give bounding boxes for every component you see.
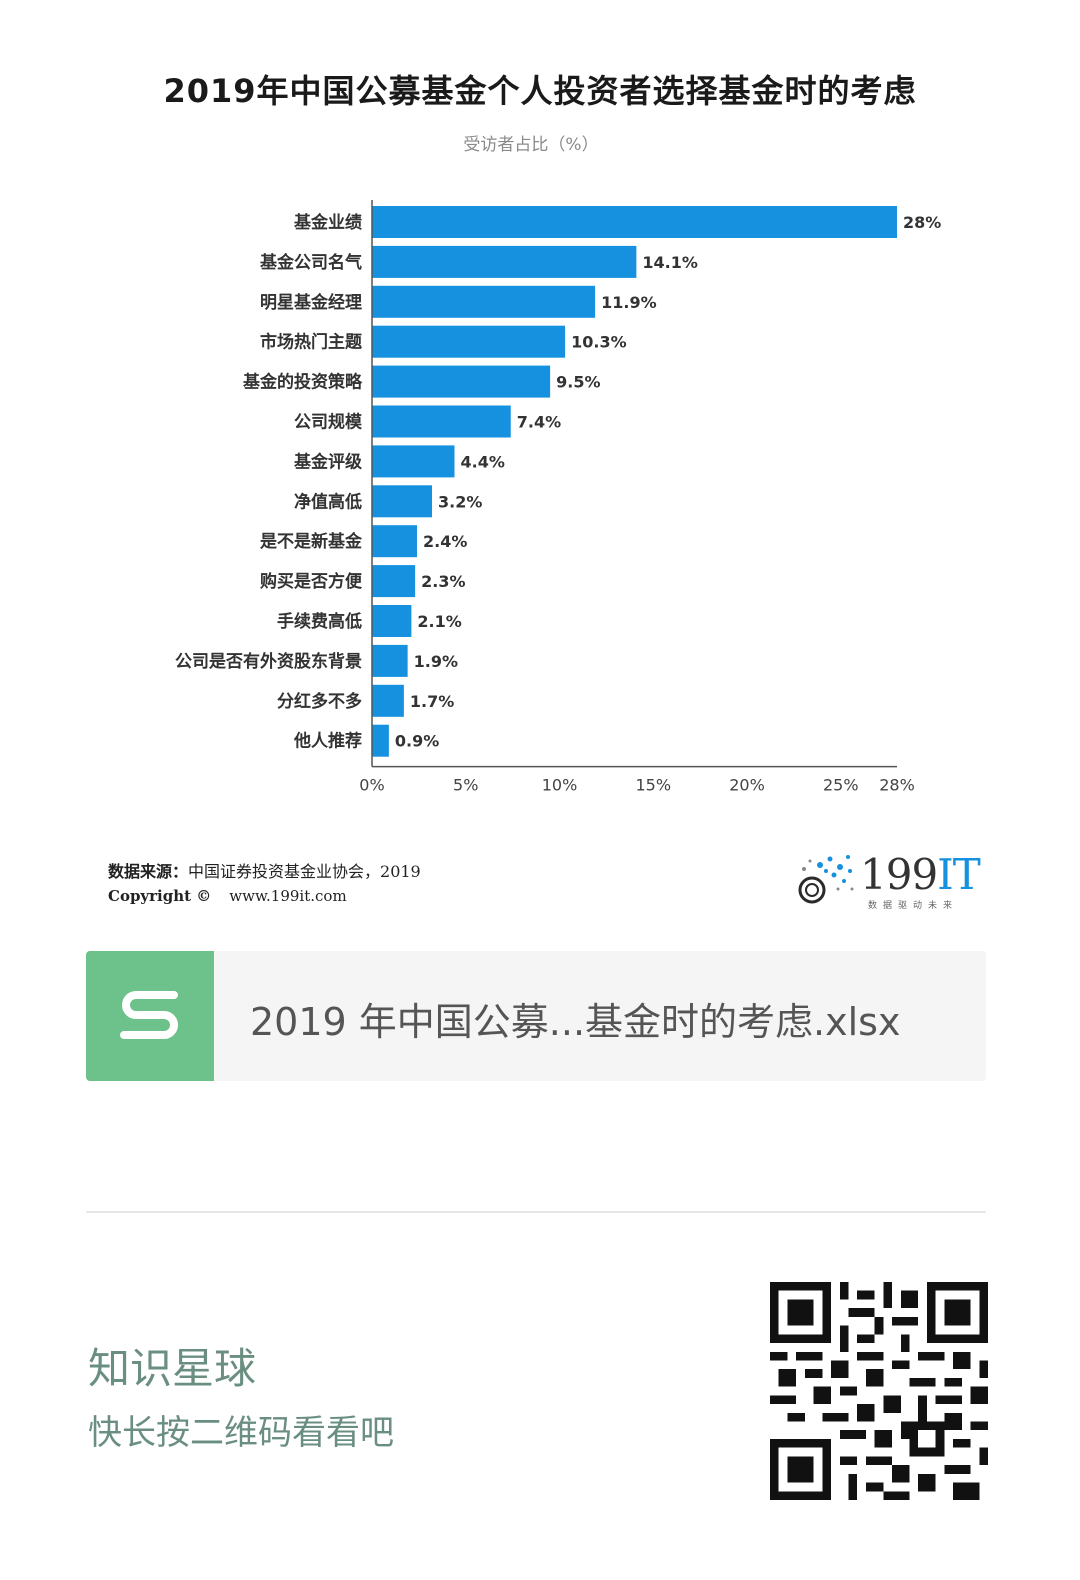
bar	[372, 206, 897, 238]
category-label: 基金的投资策略	[242, 372, 363, 393]
website-link[interactable]: www.199it.com	[229, 887, 347, 905]
x-tick-label: 0%	[359, 776, 384, 795]
brand-wordmark: 199IT	[860, 850, 981, 899]
value-label: 3.2%	[438, 492, 482, 511]
value-label: 1.7%	[410, 692, 454, 711]
bar	[372, 445, 455, 478]
category-label: 净值高低	[294, 491, 362, 512]
value-label: 10.3%	[571, 333, 627, 352]
x-tick-label: 28%	[879, 776, 915, 795]
bar	[372, 485, 432, 518]
value-label: 9.5%	[556, 373, 600, 392]
copyright-note: Copyright © www.199it.com	[108, 887, 347, 905]
x-tick-label: 15%	[635, 776, 671, 795]
value-label: 1.9%	[414, 652, 458, 671]
bar	[372, 405, 511, 438]
value-label: 0.9%	[395, 732, 439, 751]
category-label: 分红多不多	[277, 691, 362, 712]
bar	[372, 365, 551, 398]
bar	[372, 644, 408, 677]
value-label: 2.1%	[417, 612, 461, 631]
bar	[372, 245, 637, 278]
brand-tagline: 数据驱动未来	[868, 901, 959, 911]
category-label: 公司是否有外资股东背景	[175, 651, 362, 672]
bar	[372, 285, 596, 318]
bar-chart: 基金业绩 28% 基金公司名气 14.1% 明星基金经理 11.9% 市场热门主题 10.3%…	[175, 200, 941, 795]
bar	[372, 724, 389, 757]
bar	[372, 684, 404, 717]
brand-dots-icon	[798, 855, 854, 904]
x-tick-label: 5%	[453, 776, 478, 795]
category-label: 基金业绩	[293, 212, 362, 233]
x-tick-label: 10%	[542, 776, 578, 795]
bars-layer: 基金业绩 28% 基金公司名气 14.1% 明星基金经理 11.9% 市场热门主题 10.3%…	[175, 206, 941, 757]
value-label: 2.3%	[421, 572, 465, 591]
qr-code-icon[interactable]	[770, 1282, 988, 1500]
chart-title: 2019年中国公募基金个人投资者选择基金时的考虑	[163, 72, 917, 110]
bar	[372, 525, 417, 558]
category-label: 手续费高低	[277, 611, 362, 632]
source-note: 数据来源：中国证券投资基金业协会，2019	[108, 858, 421, 882]
attachment-card[interactable]: 2019 年中国公募...基金时的考虑.xlsx	[86, 951, 986, 1081]
bar	[372, 325, 566, 358]
category-label: 市场热门主题	[260, 332, 363, 353]
value-label: 28%	[903, 213, 941, 232]
attachment-file-name: 2019 年中国公募...基金时的考虑.xlsx	[250, 1000, 901, 1044]
value-label: 11.9%	[601, 293, 657, 312]
value-label: 14.1%	[642, 253, 698, 272]
value-label: 2.4%	[423, 532, 467, 551]
bar	[372, 565, 416, 598]
value-label: 4.4%	[461, 452, 505, 471]
category-label: 基金公司名气	[259, 252, 362, 273]
spreadsheet-s-icon	[86, 951, 214, 1081]
source-text: 中国证券投资基金业协会，2019	[188, 862, 421, 881]
category-label: 公司规模	[294, 412, 363, 433]
category-label: 明星基金经理	[260, 292, 362, 313]
x-tick-label: 20%	[729, 776, 765, 795]
copyright-label: Copyright ©	[108, 887, 212, 905]
category-label: 基金评级	[293, 451, 362, 472]
chart-subtitle: 受访者占比（%）	[463, 135, 599, 155]
category-label: 购买是否方便	[260, 571, 363, 592]
source-label: 数据来源：	[108, 862, 189, 881]
category-label: 是不是新基金	[260, 531, 363, 552]
divider	[86, 1211, 986, 1213]
promo-subtitle: 快长按二维码看看吧	[88, 1413, 394, 1453]
category-label: 他人推荐	[293, 731, 362, 752]
value-label: 7.4%	[517, 413, 561, 432]
x-tick-label: 25%	[823, 776, 859, 795]
bar	[372, 605, 412, 637]
promo-title: 知识星球	[88, 1344, 257, 1393]
x-axis: 0% 5% 10% 15% 20% 25% 28%	[359, 200, 915, 795]
